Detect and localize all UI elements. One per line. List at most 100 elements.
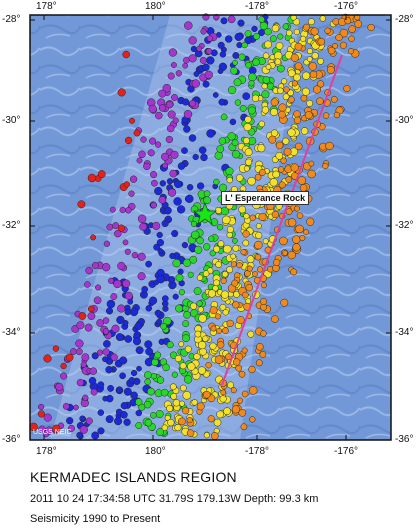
earthquake-marker [217, 240, 225, 248]
earthquake-marker [254, 253, 262, 261]
earthquake-marker [205, 48, 213, 55]
earthquake-marker [213, 418, 222, 427]
earthquake-marker [107, 277, 115, 284]
earthquake-marker [157, 248, 164, 255]
earthquake-marker [277, 87, 284, 95]
earthquake-marker [171, 94, 178, 101]
earthquake-marker [220, 277, 227, 284]
earthquake-marker [114, 417, 123, 426]
earthquake-marker [280, 298, 289, 307]
earthquake-marker [77, 200, 86, 209]
earthquake-marker [97, 427, 105, 435]
earthquake-marker [84, 323, 93, 332]
earthquake-marker [115, 386, 123, 394]
earthquake-marker [124, 335, 133, 343]
earthquake-marker [82, 394, 89, 401]
earthquake-marker [144, 340, 153, 349]
lon-tick-bottom-neg178: -178° [245, 446, 270, 457]
earthquake-marker [303, 229, 309, 235]
earthquake-marker [122, 320, 129, 326]
earthquake-marker [245, 283, 254, 292]
earthquake-marker [214, 151, 223, 160]
earthquake-marker [88, 376, 97, 385]
earthquake-marker [230, 387, 237, 394]
earthquake-marker [175, 304, 184, 313]
earthquake-marker [205, 362, 212, 369]
earthquake-marker [161, 152, 169, 161]
earthquake-marker [60, 362, 67, 370]
earthquake-marker [262, 76, 271, 84]
earthquake-marker [131, 252, 139, 259]
earthquake-marker [213, 178, 220, 186]
earthquake-marker [287, 250, 296, 260]
earthquake-marker [209, 306, 218, 315]
earthquake-marker [255, 231, 263, 239]
earthquake-marker [123, 387, 132, 396]
earthquake-marker [213, 245, 221, 253]
earthquake-marker [327, 46, 336, 55]
earthquake-marker [294, 205, 300, 212]
earthquake-marker [208, 235, 215, 242]
earthquake-marker [304, 111, 313, 120]
lat-tick-left-30: -30° [2, 115, 21, 126]
earthquake-marker [319, 15, 326, 22]
credit-label: USGS NEIC [33, 429, 72, 436]
earthquake-marker [236, 397, 244, 404]
earthquake-marker [234, 32, 243, 41]
earthquake-marker [145, 260, 152, 268]
earthquake-marker [78, 312, 87, 320]
earthquake-marker [259, 351, 267, 358]
earthquake-marker [282, 23, 289, 30]
earthquake-marker [229, 118, 237, 126]
earthquake-marker [182, 320, 190, 328]
earthquake-marker [144, 418, 153, 427]
earthquake-marker [185, 194, 194, 203]
earthquake-marker [124, 308, 132, 316]
earthquake-marker [240, 249, 247, 256]
earthquake-marker [254, 240, 263, 250]
earthquake-marker [260, 282, 267, 289]
earthquake-marker [348, 25, 356, 33]
earthquake-marker [202, 270, 210, 277]
lat-tick-right-32: -32° [395, 220, 414, 231]
earthquake-marker [220, 290, 229, 299]
earthquake-marker [154, 351, 162, 359]
earthquake-marker [156, 318, 163, 325]
earthquake-marker [282, 93, 290, 101]
earthquake-marker [200, 153, 208, 162]
earthquake-marker [55, 382, 64, 391]
earthquake-marker [161, 219, 169, 228]
earthquake-marker [287, 69, 296, 78]
earthquake-marker [191, 399, 198, 406]
earthquake-marker [179, 400, 185, 407]
earthquake-marker [163, 316, 172, 326]
earthquake-marker [141, 285, 149, 293]
earthquake-marker [194, 245, 203, 254]
earthquake-marker [252, 271, 258, 277]
earthquake-marker [242, 239, 250, 247]
earthquake-marker [139, 222, 148, 231]
earthquake-marker [156, 376, 165, 384]
earthquake-marker [232, 52, 240, 59]
earthquake-marker [216, 145, 225, 153]
earthquake-marker [226, 225, 234, 234]
earthquake-marker [258, 16, 265, 23]
earthquake-marker [326, 65, 335, 74]
earthquake-marker [123, 418, 131, 426]
earthquake-marker [89, 367, 98, 375]
earthquake-marker [79, 425, 88, 434]
earthquake-marker [161, 295, 169, 302]
earthquake-marker [308, 62, 318, 71]
earthquake-marker [178, 341, 185, 347]
lon-tick-top-180: 180° [145, 1, 166, 12]
earthquake-marker [230, 253, 236, 260]
earthquake-marker [348, 35, 355, 42]
earthquake-marker [151, 179, 158, 187]
earthquake-marker [137, 272, 146, 281]
earthquake-marker [204, 70, 213, 79]
earthquake-marker [187, 362, 196, 371]
earthquake-marker [275, 42, 284, 50]
seismicity-range: Seismicity 1990 to Present [30, 513, 161, 525]
earthquake-marker [251, 25, 258, 33]
earthquake-marker [147, 387, 155, 396]
